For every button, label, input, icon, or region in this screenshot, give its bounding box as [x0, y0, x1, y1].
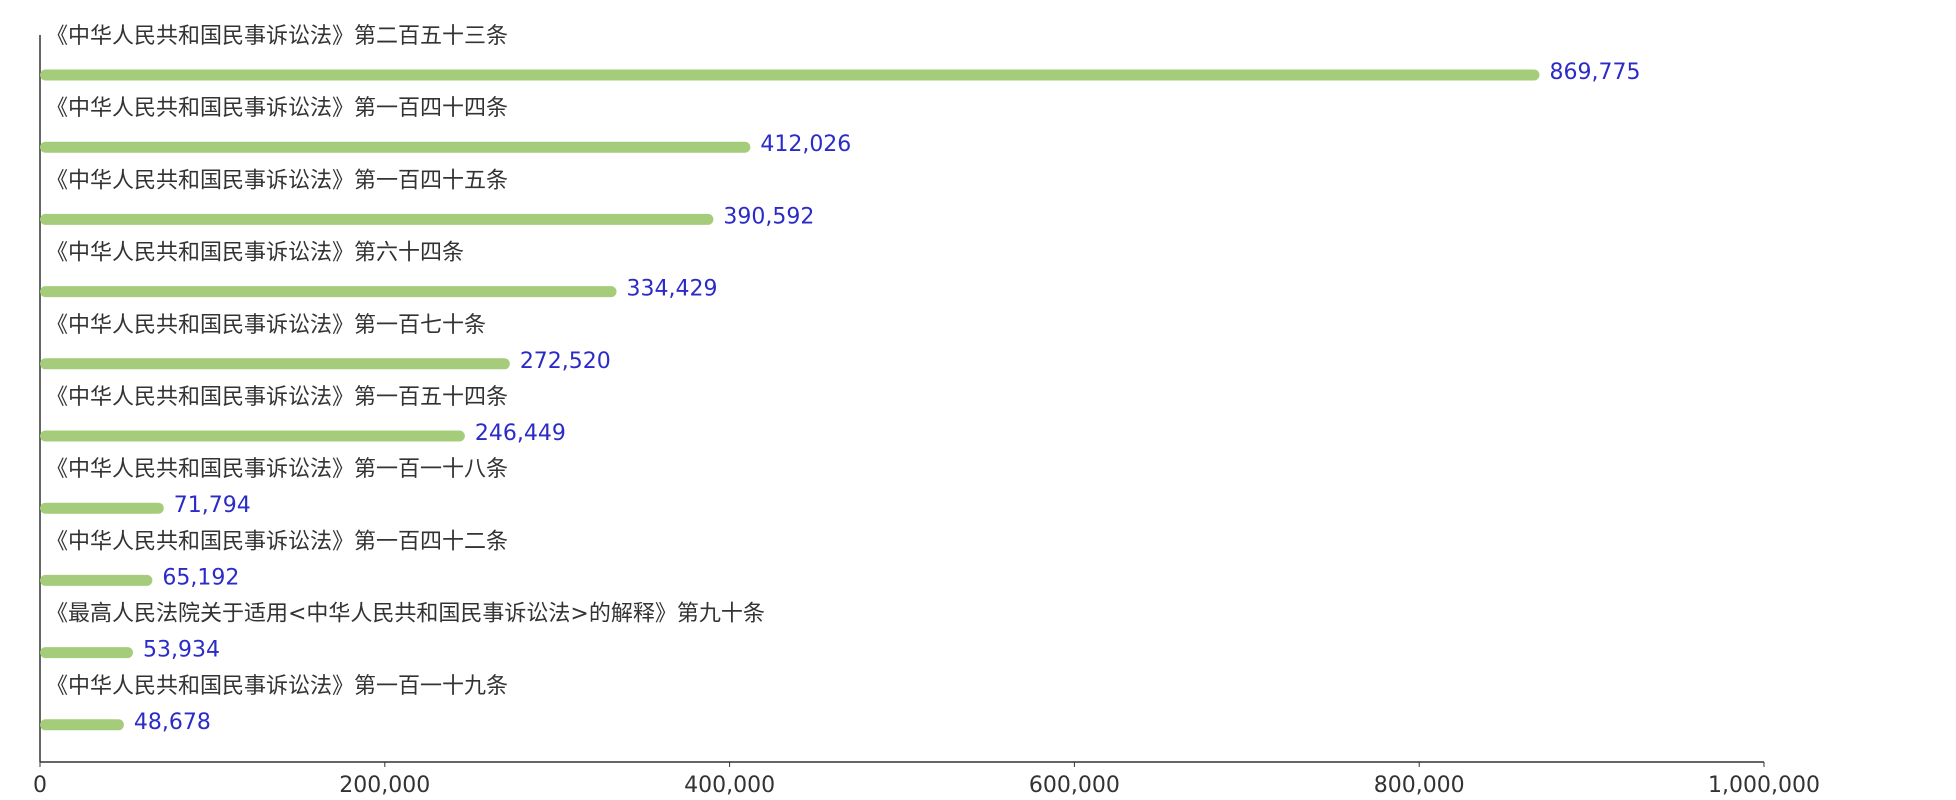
category-label: 《最高人民法院关于适用<中华人民共和国民事诉讼法>的解释》第九十条 [46, 602, 765, 627]
bar [40, 430, 465, 442]
x-tick-label: 1,000,000 [1708, 773, 1820, 798]
value-label: 334,429 [627, 277, 718, 302]
x-tick-label: 0 [33, 773, 47, 798]
value-label: 53,934 [143, 638, 220, 663]
bar [40, 719, 124, 731]
bar [40, 286, 617, 298]
x-tick-label: 200,000 [339, 773, 430, 798]
value-label: 71,794 [174, 493, 251, 518]
x-tick-label: 600,000 [1029, 773, 1120, 798]
category-label: 《中华人民共和国民事诉讼法》第一百四十四条 [46, 96, 508, 121]
x-tick-label: 400,000 [684, 773, 775, 798]
category-label: 《中华人民共和国民事诉讼法》第一百一十九条 [46, 674, 508, 699]
category-label: 《中华人民共和国民事诉讼法》第一百五十四条 [46, 385, 508, 410]
bar [40, 141, 751, 153]
x-tick-label: 800,000 [1374, 773, 1465, 798]
category-label: 《中华人民共和国民事诉讼法》第一百一十八条 [46, 457, 508, 482]
value-label: 412,026 [760, 132, 851, 157]
value-label: 48,678 [134, 710, 211, 735]
bar [40, 213, 714, 225]
bar [40, 502, 164, 514]
category-label: 《中华人民共和国民事诉讼法》第一百七十条 [46, 313, 486, 338]
value-label: 390,592 [723, 204, 814, 229]
bar [40, 358, 510, 370]
category-label: 《中华人民共和国民事诉讼法》第一百四十五条 [46, 168, 508, 193]
bar [40, 647, 133, 659]
category-label: 《中华人民共和国民事诉讼法》第二百五十三条 [46, 24, 508, 49]
value-label: 869,775 [1549, 60, 1640, 85]
bar [40, 574, 153, 586]
category-label: 《中华人民共和国民事诉讼法》第六十四条 [46, 241, 464, 266]
value-label: 272,520 [520, 349, 611, 374]
value-label: 246,449 [475, 421, 566, 446]
value-label: 65,192 [162, 565, 239, 590]
bar [40, 69, 1540, 81]
category-label: 《中华人民共和国民事诉讼法》第一百四十二条 [46, 529, 508, 554]
